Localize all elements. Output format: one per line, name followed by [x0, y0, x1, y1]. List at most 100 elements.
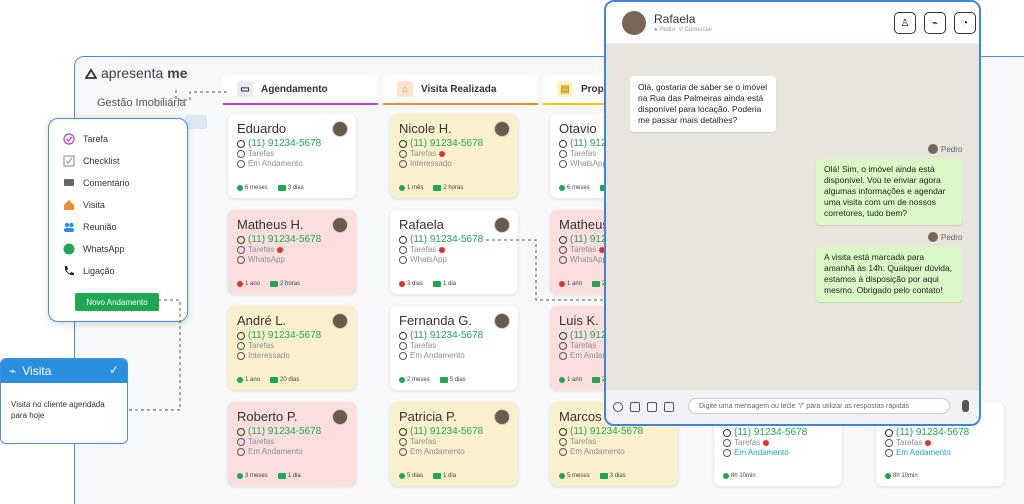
card-last-contact: 1 dia [277, 473, 301, 479]
lead-card[interactable]: Patricia P. (11) 91234-5678 Tarefas Em A… [390, 402, 518, 486]
check-icon [399, 342, 407, 350]
avatar [494, 313, 510, 329]
lead-phone[interactable]: (11) 91234-5678 [399, 330, 509, 341]
column-header[interactable]: ▭ Agendamento [223, 75, 378, 105]
whatsapp-icon [399, 331, 407, 340]
lead-card[interactable]: Matheus H. (11) 91234-5678 Tarefas Whats… [228, 210, 356, 294]
card-footer: 5 meses 3 dias [559, 473, 626, 479]
house-icon: ⌂ [397, 81, 413, 97]
message-incoming: Olá, gostaria de saber se o imóvel na Ru… [630, 76, 776, 132]
menu-item-tarefa[interactable]: Tarefa [63, 133, 108, 145]
lead-name: Luis K. [559, 313, 599, 328]
lead-phone[interactable]: (11) 91234-5678 [237, 330, 347, 341]
menu-item-checklist[interactable]: Checklist [63, 155, 120, 167]
novo-andamento-button[interactable]: Novo Andamento [75, 293, 159, 311]
card-age: 1 ano [559, 377, 582, 383]
lead-card[interactable]: Roberto P. (11) 91234-5678 Tarefas Em An… [228, 402, 356, 486]
lead-name: Rafaela [399, 217, 444, 232]
status-line: Interessado [237, 351, 347, 361]
attach-icon[interactable] [630, 402, 640, 412]
task-line: Tarefas [237, 341, 347, 351]
whatsapp-icon [237, 139, 245, 148]
lead-card[interactable]: Fernanda G. (11) 91234-5678 Tarefas Em A… [390, 306, 518, 390]
column-header[interactable]: ⌂ Visita Realizada [383, 75, 538, 105]
lead-name: Patricia P. [399, 409, 457, 424]
card-age: 5 meses [559, 473, 590, 479]
alarm-clock-icon[interactable]: ◔ [954, 12, 976, 34]
lead-card[interactable]: Nicole H. (11) 91234-5678 Tarefas Intere… [390, 114, 518, 198]
lead-name: Eduardo [237, 121, 287, 136]
message-outgoing: Olá! Sim, o imóvel ainda está disponível… [816, 158, 962, 225]
card-footer: 8h 10min [885, 473, 918, 479]
alert-icon [439, 151, 446, 157]
sidebar-title[interactable]: Gestão Imobiliária [97, 97, 186, 109]
message-input[interactable]: Digite uma mensagem ou tecle "/" para ut… [688, 398, 950, 414]
lead-phone[interactable]: (11) 91234-5678 [237, 426, 347, 437]
status-dot-icon [723, 473, 729, 479]
contact-profile-icon[interactable]: ♙ [894, 12, 916, 34]
status-line: Em Andamento [399, 447, 509, 457]
lead-card[interactable]: André L. (11) 91234-5678 Tarefas Interes… [228, 306, 356, 390]
check-icon [399, 150, 407, 158]
whatsapp-icon [399, 427, 407, 436]
lead-phone[interactable]: (11) 91234-5678 [723, 427, 833, 438]
clock-icon [559, 352, 567, 360]
menu-item-visita[interactable]: Visita [63, 199, 105, 211]
clock-icon [237, 160, 245, 168]
app-logo: apresenta me [85, 65, 188, 81]
alert-icon [925, 440, 932, 446]
lead-phone[interactable]: (11) 91234-5678 [559, 426, 669, 437]
checkmark-icon[interactable]: ✓ [108, 363, 119, 377]
task-line: Tarefas [237, 149, 347, 159]
pen-icon[interactable] [664, 402, 674, 412]
menu-item-reuniao[interactable]: Reunião [63, 221, 117, 233]
chat-bubble-icon [277, 185, 286, 191]
chat-header: Rafaela ● Pedro ⚲ Comercial ♙ ⌁ ◔ [606, 2, 979, 44]
task-line: Tarefas [237, 437, 347, 447]
microphone-icon[interactable] [962, 400, 969, 412]
lead-card[interactable]: Rafaela (11) 91234-5678 Tarefas WhatsApp… [390, 210, 518, 294]
check-icon [885, 439, 893, 447]
tag-icon[interactable]: ⌁ [924, 12, 946, 34]
status-dot-icon [559, 473, 565, 479]
card-age: 1 ano [237, 281, 260, 287]
emoji-icon[interactable] [613, 402, 623, 412]
menu-item-ligacao[interactable]: Ligação [63, 265, 115, 277]
card-last-contact: 20 dias [270, 377, 299, 383]
whatsapp-icon [63, 243, 75, 255]
menu-item-whatsapp[interactable]: WhatsApp [63, 243, 125, 255]
menu-item-comentario[interactable]: Comentário [63, 177, 130, 189]
chat-bubble-icon [433, 185, 442, 191]
sidebar-active-item[interactable] [185, 115, 207, 129]
task-line: Tarefas [399, 341, 509, 351]
check-icon [237, 342, 245, 350]
whatsapp-chat-window: Rafaela ● Pedro ⚲ Comercial ♙ ⌁ ◔ Olá, g… [604, 0, 981, 426]
calendar-icon[interactable] [647, 402, 657, 412]
clock-icon [723, 449, 731, 457]
check-icon [723, 439, 731, 447]
avatar [332, 121, 348, 137]
lead-phone[interactable]: (11) 91234-5678 [399, 234, 509, 245]
task-line: Tarefas [559, 341, 669, 351]
lead-phone[interactable]: (11) 91234-5678 [885, 427, 995, 438]
lead-phone[interactable]: (11) 91234-5678 [399, 138, 509, 149]
clock-icon [237, 448, 245, 456]
lead-card[interactable]: Eduardo (11) 91234-5678 Tarefas Em Andam… [228, 114, 356, 198]
whatsapp-icon [237, 235, 245, 244]
check-icon [559, 246, 567, 254]
visita-card[interactable]: ⌁ Visita ✓ Visita no cliente agendada pa… [0, 358, 128, 444]
clock-icon [885, 449, 893, 457]
card-age: 6 meses [237, 185, 268, 191]
chat-messages: Olá, gostaria de saber se o imóvel na Ru… [606, 44, 979, 394]
lead-phone[interactable]: (11) 91234-5678 [237, 138, 347, 149]
lead-phone[interactable]: (11) 91234-5678 [399, 426, 509, 437]
avatar [332, 313, 348, 329]
column-title: Agendamento [261, 83, 328, 95]
card-footer: 1 ano 2 horas [237, 281, 300, 287]
lead-name: André L. [237, 313, 287, 328]
card-age: 1 mês [399, 185, 423, 191]
lead-phone[interactable]: (11) 91234-5678 [237, 234, 347, 245]
clock-icon [399, 352, 407, 360]
contact-name: Rafaela [654, 12, 696, 26]
check-icon [399, 438, 407, 446]
